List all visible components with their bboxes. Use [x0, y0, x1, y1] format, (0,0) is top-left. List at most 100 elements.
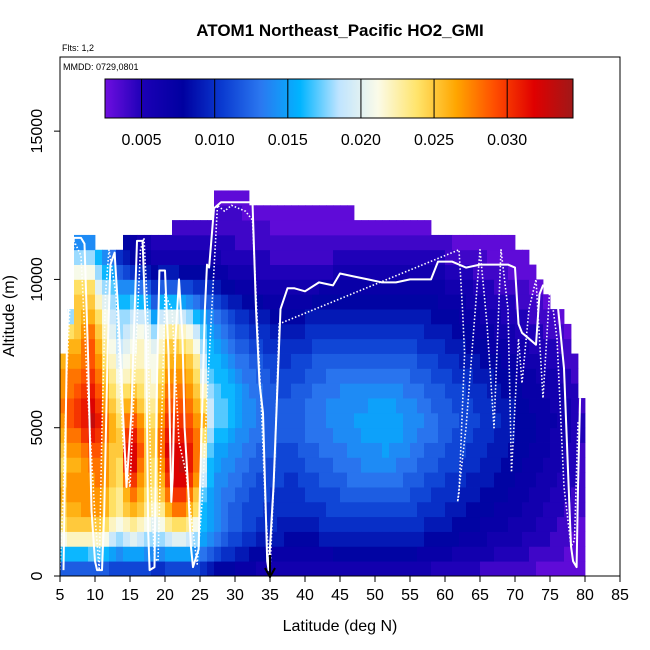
- heatmap-cell: [550, 338, 558, 354]
- heatmap-cell: [431, 487, 439, 503]
- heatmap-cell: [221, 487, 229, 503]
- heatmap-cell: [501, 368, 509, 384]
- heatmap-cell: [277, 487, 285, 503]
- heatmap-cell: [396, 383, 404, 399]
- heatmap-cell: [326, 442, 334, 458]
- heatmap-cell: [158, 516, 166, 532]
- heatmap-cell: [480, 323, 488, 340]
- heatmap-cell: [375, 220, 383, 236]
- heatmap-cell: [354, 412, 362, 429]
- heatmap-cell: [340, 353, 348, 369]
- heatmap-cell: [438, 501, 446, 518]
- heatmap-cell: [480, 383, 488, 399]
- heatmap-cell: [403, 353, 411, 369]
- heatmap-cell: [396, 516, 404, 532]
- heatmap-cell: [277, 323, 285, 340]
- heatmap-cell: [228, 338, 236, 354]
- heatmap-cell: [305, 383, 313, 399]
- heatmap-cell: [480, 338, 488, 354]
- heatmap-cell: [333, 234, 341, 251]
- heatmap-cell: [452, 383, 460, 399]
- heatmap-cell: [277, 442, 285, 458]
- heatmap-cell: [326, 487, 334, 503]
- heatmap-cell: [445, 472, 453, 488]
- heatmap-cell: [88, 398, 96, 414]
- heatmap-cell: [361, 457, 369, 473]
- heatmap-cell: [410, 427, 418, 443]
- heatmap-cell: [137, 353, 145, 369]
- heatmap-cell: [529, 353, 537, 369]
- heatmap-cell: [88, 323, 96, 340]
- heatmap-cell: [347, 531, 355, 547]
- heatmap-cell: [389, 516, 397, 532]
- heatmap-cell: [410, 457, 418, 473]
- heatmap-cell: [508, 338, 516, 354]
- heatmap-cell: [228, 442, 236, 458]
- heatmap-cell: [207, 487, 215, 503]
- heatmap-cell: [81, 383, 89, 399]
- heatmap-cell: [536, 368, 544, 384]
- heatmap-cell: [557, 487, 565, 503]
- heatmap-cell: [130, 501, 138, 518]
- heatmap-cell: [326, 501, 334, 518]
- x-axis: 5 10 15 20 25 30 35 40 45 50 55 60 65 70 75 80 85: [56, 576, 629, 604]
- heatmap-cell: [438, 561, 446, 577]
- heatmap-cell: [424, 323, 432, 340]
- heatmap-cell: [284, 309, 292, 325]
- heatmap-cell: [410, 472, 418, 488]
- heatmap-cell: [403, 309, 411, 325]
- heatmap-cell: [109, 501, 117, 518]
- heatmap-cell: [88, 264, 96, 280]
- heatmap-cell: [354, 472, 362, 488]
- heatmap-cell: [536, 412, 544, 429]
- heatmap-cell: [354, 398, 362, 414]
- heatmap-cell: [354, 264, 362, 280]
- heatmap-cell: [74, 368, 82, 384]
- heatmap-cell: [179, 309, 187, 325]
- heatmap-cell: [403, 220, 411, 236]
- heatmap-cell: [284, 264, 292, 280]
- heatmap-cell: [501, 383, 509, 399]
- heatmap-cell: [151, 383, 159, 399]
- heatmap-cell: [277, 353, 285, 369]
- heatmap-cell: [445, 249, 453, 265]
- heatmap-cell: [291, 353, 299, 369]
- heatmap-cell: [424, 516, 432, 532]
- heatmap-cell: [214, 234, 222, 251]
- heatmap-cell: [116, 294, 124, 310]
- heatmap-cell: [368, 531, 376, 547]
- heatmap-cell: [403, 472, 411, 488]
- heatmap-cell: [403, 412, 411, 429]
- heatmap-cell: [74, 323, 82, 340]
- heatmap-cell: [347, 220, 355, 236]
- heatmap-cell: [382, 546, 390, 562]
- heatmap-cell: [214, 294, 222, 310]
- heatmap-cell: [158, 264, 166, 280]
- heatmap-cell: [81, 546, 89, 562]
- heatmap-cell: [410, 516, 418, 532]
- heatmap-cell: [375, 561, 383, 577]
- heatmap-cell: [95, 442, 103, 458]
- heatmap-cell: [494, 323, 502, 340]
- heatmap-cell: [193, 501, 201, 518]
- heatmap-cell: [249, 323, 257, 340]
- heatmap-cell: [137, 442, 145, 458]
- heatmap-cell: [424, 457, 432, 473]
- heatmap-cell: [228, 220, 236, 236]
- heatmap-cell: [74, 472, 82, 488]
- heatmap-cell: [172, 472, 180, 488]
- heatmap-cell: [340, 472, 348, 488]
- heatmap-cell: [564, 368, 572, 384]
- heatmap-cell: [312, 309, 320, 325]
- heatmap-cell: [207, 457, 215, 473]
- heatmap-cell: [67, 338, 75, 354]
- heatmap-cell: [144, 546, 152, 562]
- heatmap-cell: [417, 427, 425, 443]
- heatmap-cell: [515, 561, 523, 577]
- heatmap-cell: [165, 249, 173, 265]
- heatmap-cell: [543, 561, 551, 577]
- heatmap-cell: [137, 487, 145, 503]
- heatmap-cell: [389, 368, 397, 384]
- heatmap-cell: [501, 561, 509, 577]
- heatmap-cell: [298, 398, 306, 414]
